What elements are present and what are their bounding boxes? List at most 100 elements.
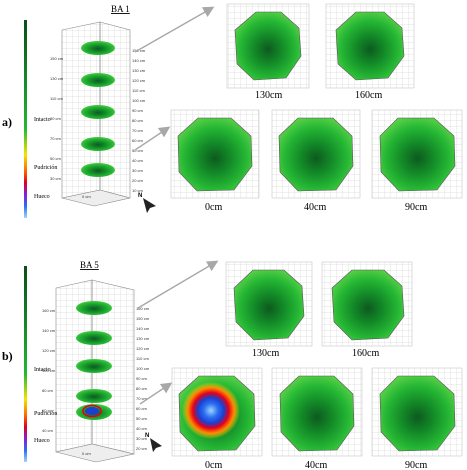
north-arrow: N (145, 433, 162, 452)
svg-text:130 cm: 130 cm (50, 76, 64, 81)
slice-rot-spot (85, 407, 99, 415)
svg-text:100 cm: 100 cm (136, 366, 150, 371)
legend-intact: Intacto (34, 117, 51, 123)
slice-ellipse (81, 137, 115, 151)
svg-text:130 cm: 130 cm (132, 68, 146, 73)
slice-ellipse (76, 301, 112, 315)
tomogram-160: 160cm (325, 3, 415, 101)
tomogram-label: 0cm (205, 460, 222, 470)
svg-text:100 cm: 100 cm (132, 98, 146, 103)
tomogram-label: 90cm (405, 460, 427, 470)
tomogram-160: 160cm (321, 261, 413, 359)
slice-ellipse (81, 73, 115, 87)
tomogram-label: 90cm (405, 202, 427, 213)
svg-text:150 cm: 150 cm (50, 56, 64, 61)
tomogram-label: 160cm (352, 348, 379, 359)
svg-text:60 cm: 60 cm (132, 138, 144, 143)
svg-text:80 cm: 80 cm (136, 386, 148, 391)
slice-ellipse (76, 331, 112, 345)
svg-text:90 cm: 90 cm (132, 108, 144, 113)
svg-text:40 cm: 40 cm (132, 158, 144, 163)
tomogram-label: 40cm (305, 460, 327, 470)
slice-ellipse (76, 389, 112, 403)
svg-text:110 cm: 110 cm (50, 96, 63, 101)
svg-text:140 cm: 140 cm (42, 328, 56, 333)
svg-text:150 cm: 150 cm (136, 316, 150, 321)
tomogram-label: 160cm (355, 90, 382, 101)
svg-text:90 cm: 90 cm (136, 376, 148, 381)
legend-hollow: Hueco (34, 438, 50, 444)
tomogram-40: 40cm (271, 367, 363, 470)
panel-label: b) (2, 349, 13, 363)
tomogram-90: 90cm (371, 367, 463, 470)
svg-text:160 cm: 160 cm (42, 308, 56, 313)
svg-text:110 cm: 110 cm (136, 356, 149, 361)
tomogram-40: 40cm (271, 109, 361, 213)
svg-text:140 cm: 140 cm (132, 58, 146, 63)
svg-text:100 cm: 100 cm (42, 368, 56, 373)
svg-text:90 cm: 90 cm (50, 116, 62, 121)
svg-text:120 cm: 120 cm (132, 78, 146, 83)
svg-text:40 cm: 40 cm (136, 426, 148, 431)
svg-text:80 cm: 80 cm (42, 388, 54, 393)
slice-ellipse (76, 359, 112, 373)
tomogram-130: 130cm (226, 3, 310, 101)
rot-location-note: 0cm (0, 0, 2, 1)
svg-text:70 cm: 70 cm (50, 136, 62, 141)
svg-text:40 cm: 40 cm (42, 428, 54, 433)
svg-text:50 cm: 50 cm (136, 416, 148, 421)
svg-text:70 cm: 70 cm (136, 396, 148, 401)
svg-text:120 cm: 120 cm (42, 348, 56, 353)
legend-rot: Pudrición (34, 165, 57, 171)
legend-intact: Intacto (34, 367, 51, 373)
svg-text:50 cm: 50 cm (50, 156, 62, 161)
svg-text:110 cm: 110 cm (132, 88, 145, 93)
north-arrow: N (138, 193, 156, 213)
slice-ellipse (81, 163, 115, 177)
svg-text:120 cm: 120 cm (136, 346, 150, 351)
tree-3d-stack: 150 cm 140 cm 130 cm 120 cm 110 cm 100 cm 90… (50, 21, 146, 207)
legend-hollow: Hueco (34, 194, 50, 200)
svg-text:160 cm: 160 cm (136, 306, 150, 311)
svg-text:30 cm: 30 cm (132, 168, 144, 173)
tree-title: BA 1 (111, 4, 130, 14)
svg-text:30 cm: 30 cm (50, 176, 62, 181)
svg-text:20 cm: 20 cm (132, 178, 144, 183)
slice-ellipse (81, 105, 115, 119)
tomogram-label: 130cm (252, 348, 279, 359)
panel-a: a) Intacto Pudrición Hueco BA 1 150 cm 14… (2, 3, 463, 218)
tree-3d-stack: 160 cm 150 cm 140 cm 130 cm 120 cm 110 cm 10… (42, 279, 150, 463)
panel-b: b) Intacto Pudrición Hueco BA 5 160 cm 15… (2, 260, 463, 470)
svg-text:140 cm: 140 cm (136, 326, 150, 331)
svg-text:N: N (138, 193, 142, 199)
svg-text:80 cm: 80 cm (132, 118, 144, 123)
legend-rot: Pudrición (34, 411, 57, 417)
svg-text:N: N (145, 433, 149, 439)
connector-arrow (139, 382, 173, 405)
tree-title: BA 5 (80, 260, 99, 270)
tomogram-label: 0cm (205, 202, 222, 213)
connector-arrow (134, 6, 215, 53)
tomogram-90: 90cm (371, 109, 463, 213)
svg-text:30 cm: 30 cm (136, 436, 148, 441)
svg-text:70 cm: 70 cm (132, 128, 144, 133)
tomogram-label: 130cm (255, 90, 282, 101)
tomogram-0: 0cm (170, 109, 260, 213)
svg-text:60 cm: 60 cm (136, 406, 148, 411)
svg-text:50 cm: 50 cm (132, 148, 144, 153)
svg-text:0 cm: 0 cm (82, 451, 91, 456)
connector-arrow (134, 126, 171, 151)
svg-text:60 cm: 60 cm (42, 408, 54, 413)
tomogram-label: 40cm (304, 202, 326, 213)
legend-colorbar (24, 20, 27, 218)
svg-text:130 cm: 130 cm (136, 336, 150, 341)
svg-text:10 cm: 10 cm (132, 188, 144, 193)
connector-arrow (137, 260, 219, 309)
svg-text:0 cm: 0 cm (82, 194, 91, 199)
tomogram-0-rot: 0cm (171, 367, 263, 470)
svg-text:20 cm: 20 cm (136, 446, 148, 451)
tomogram-130: 130cm (225, 261, 313, 359)
slice-ellipse (81, 41, 115, 55)
legend-colorbar (24, 266, 27, 462)
